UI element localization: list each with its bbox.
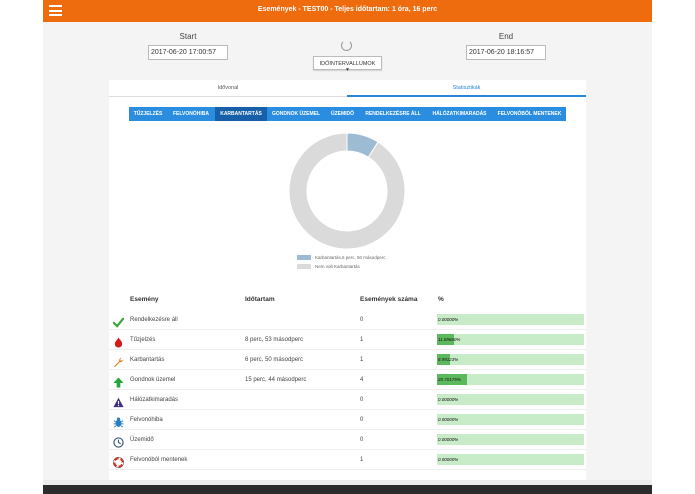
legend-swatch (297, 255, 311, 260)
category-elevator-rescue[interactable]: FELVONÓBÓL MENTENEK (497, 111, 562, 117)
app-frame: Események - TEST00 - Teljes időtartam: 1… (43, 0, 652, 494)
category-operating-time[interactable]: ÜZEMIDŐ (330, 111, 355, 117)
bug-icon (113, 415, 124, 428)
event-name: Felvonóból mentenek (130, 457, 188, 463)
event-count: 1 (360, 357, 364, 363)
category-maintenance[interactable]: KARBANTARTÁS (215, 107, 267, 121)
event-count: 0 (360, 437, 364, 443)
event-name: Tűzjelzés (130, 337, 156, 343)
category-janitor-operating[interactable]: GONDNOK ÜZEMEL (271, 111, 321, 117)
table-row: Felvonóból mentenek 1 0.00000% (109, 450, 586, 470)
end-datetime-input[interactable]: 2017-06-20 18:16:57 (466, 45, 546, 60)
event-name: Hálózatkimaradás (130, 397, 179, 403)
tab-statistics[interactable]: Statisztikák (452, 85, 481, 91)
active-tab-indicator (347, 95, 586, 97)
start-label: Start (179, 32, 197, 41)
percent-label: 11.69660% (438, 337, 461, 342)
event-name: Üzemidő (130, 437, 154, 443)
column-header-percent: % (438, 296, 444, 303)
menu-icon[interactable] (49, 5, 62, 16)
event-count: 1 (360, 457, 364, 463)
percent-label: 0.00000% (438, 397, 459, 402)
legend-swatch (297, 264, 311, 269)
event-name: Felvonóhiba (130, 417, 163, 423)
main-content: Start 2017-06-20 17:00:57 End 2017-06-20… (43, 22, 652, 480)
percent-bar: 11.69660% (437, 334, 584, 345)
event-duration: 15 perc, 44 másodperc (245, 377, 307, 383)
event-duration: 8 perc, 53 másodperc (245, 337, 304, 343)
refresh-icon[interactable] (341, 40, 352, 51)
category-elevator-fault[interactable]: FELVONÓHIBA (172, 111, 210, 117)
legend-label: Karbantartás,6 perc, 50 másodperc (315, 255, 386, 260)
category-network-outage[interactable]: HÁLÓZATKIMARADÁS (432, 111, 487, 117)
percent-bar: 0.00000% (437, 414, 584, 425)
percent-label: 0.00000% (438, 317, 459, 322)
arrow-up-icon (113, 375, 124, 388)
percent-bar-fill (437, 354, 451, 365)
percent-label: 8.99123% (438, 357, 459, 362)
bottom-bar (43, 485, 652, 494)
percent-bar: 0.00000% (437, 454, 584, 465)
fire-icon (113, 335, 124, 348)
start-datetime-input[interactable]: 2017-06-20 17:00:57 (148, 45, 228, 60)
view-tabs: Idővonal Statisztikák (109, 80, 586, 97)
event-count: 0 (360, 317, 364, 323)
percent-bar: 0.00000% (437, 314, 584, 325)
category-available[interactable]: RENDELKEZÉSRE ÁLL (365, 111, 421, 117)
table-row: Felvonóhiba 0 0.00000% (109, 410, 586, 430)
percent-bar: 8.99123% (437, 354, 584, 365)
donut-slice-1 (288, 132, 406, 250)
percent-label: 20.70175% (438, 377, 461, 382)
top-bar: Események - TEST00 - Teljes időtartam: 1… (43, 0, 652, 22)
percent-bar: 0.00000% (437, 394, 584, 405)
percent-label: 0.00000% (438, 457, 459, 462)
event-name: Karbantartás (130, 357, 165, 363)
legend-item: Nem volt Karbantartás (297, 263, 386, 272)
column-header-event: Esemény (130, 296, 159, 303)
clock-icon (113, 435, 124, 448)
category-fire-alarm[interactable]: TŰZJELZÉS (133, 111, 163, 117)
tab-timeline[interactable]: Idővonal (217, 85, 239, 91)
wrench-icon (113, 355, 124, 368)
percent-bar-fill (437, 334, 455, 345)
end-label: End (498, 32, 514, 41)
event-count: 4 (360, 377, 364, 383)
time-interval-dropdown[interactable]: IDŐINTERVALLUMOK ▾ (313, 56, 382, 73)
table-row: Üzemidő 0 0.00000% (109, 430, 586, 450)
table-row: Gondnok üzemel 15 perc, 44 másodperc 4 20.7… (109, 370, 586, 390)
percent-bar: 20.70175% (437, 374, 584, 385)
legend-label: Nem volt Karbantartás (315, 264, 360, 269)
event-name: Rendelkezésre áll (130, 317, 178, 323)
lifebuoy-icon (112, 455, 125, 469)
table-row: Rendelkezésre áll 0 0.00000% (109, 310, 586, 330)
event-name: Gondnok üzemel (130, 377, 176, 383)
check-icon (112, 315, 125, 328)
event-count: 0 (360, 397, 364, 403)
table-row: Tűzjelzés 8 perc, 53 másodperc 1 11.69660% (109, 330, 586, 350)
percent-label: 0.00000% (438, 437, 459, 442)
table-row: Karbantartás 6 perc, 50 másodperc 1 8.99123… (109, 350, 586, 370)
table-row: Hálózatkimaradás 0 0.00000% (109, 390, 586, 410)
column-header-count: Események száma (360, 296, 418, 303)
chart-legend: Karbantartás,6 perc, 50 másodperc Nem vo… (297, 254, 386, 272)
category-tabs: TŰZJELZÉS FELVONÓHIBA KARBANTARTÁS GONDN… (129, 107, 566, 121)
statistics-panel: Idővonal Statisztikák TŰZJELZÉS FELVONÓH… (109, 80, 586, 480)
percent-bar-fill (437, 374, 468, 385)
percent-label: 0.00000% (438, 417, 459, 422)
event-count: 0 (360, 417, 364, 423)
page-title: Események - TEST00 - Teljes időtartam: 1… (257, 6, 438, 13)
maintenance-donut-chart (288, 132, 406, 250)
warning-icon (113, 395, 124, 408)
event-duration: 6 perc, 50 másodperc (245, 357, 304, 363)
event-count: 1 (360, 337, 364, 343)
legend-item: Karbantartás,6 perc, 50 másodperc (297, 254, 386, 263)
column-header-duration: Időtartam (245, 296, 275, 303)
percent-bar: 0.00000% (437, 434, 584, 445)
